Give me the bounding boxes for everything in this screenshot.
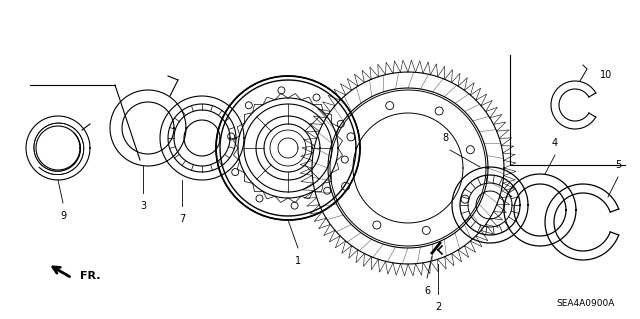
Text: 3: 3 — [140, 201, 146, 211]
Text: SEA4A0900A: SEA4A0900A — [557, 299, 615, 308]
Text: 9: 9 — [60, 211, 66, 221]
Text: 10: 10 — [600, 70, 612, 80]
Text: 1: 1 — [295, 256, 301, 266]
Text: 5: 5 — [615, 160, 621, 170]
Text: 8: 8 — [442, 133, 448, 143]
Text: 4: 4 — [552, 138, 558, 148]
Text: 7: 7 — [179, 214, 185, 224]
Text: 6: 6 — [424, 286, 430, 296]
Text: FR.: FR. — [80, 271, 100, 281]
Text: 2: 2 — [435, 302, 441, 312]
Circle shape — [216, 76, 360, 220]
